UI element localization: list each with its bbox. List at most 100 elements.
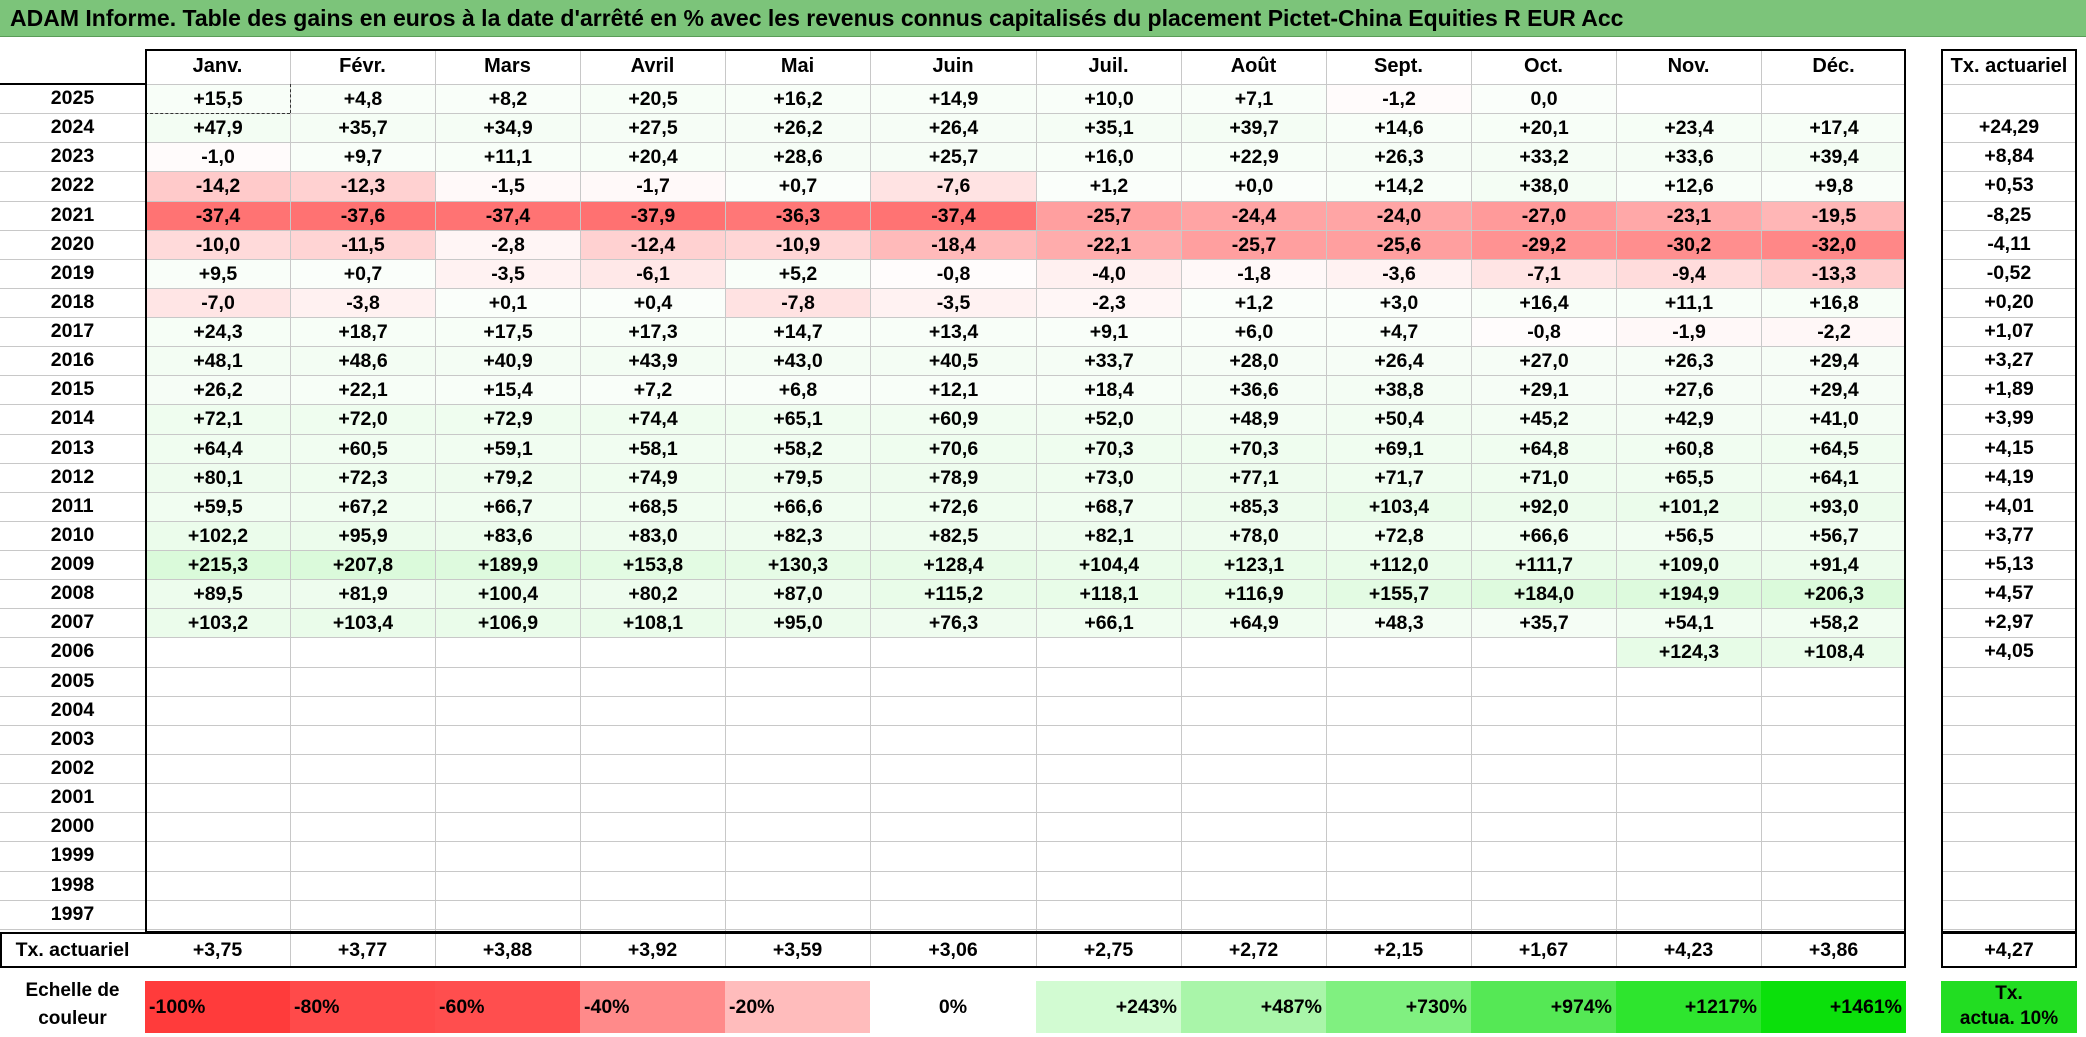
year-label: 2025 xyxy=(50,87,95,109)
grid-horizontal-line xyxy=(0,812,1906,813)
annual-scale-swatch: Tx. actua. 10% xyxy=(1941,981,2077,1033)
table-cell: +83,0 xyxy=(581,521,725,551)
table-cell: +68,7 xyxy=(1037,492,1181,521)
grid-horizontal-line xyxy=(1941,463,2077,464)
grid-horizontal-line xyxy=(0,900,1906,901)
table-cell: +80,1 xyxy=(146,463,290,492)
grid-horizontal-line xyxy=(0,608,1906,609)
table-cell xyxy=(146,872,290,900)
table-cell: +72,1 xyxy=(146,405,290,434)
color-scale-swatch: -20% xyxy=(725,981,870,1033)
table-cell: +92,0 xyxy=(1472,492,1616,521)
annual-rate-cell: +0,53 xyxy=(1984,174,2034,197)
year-label: 2003 xyxy=(50,727,95,750)
table-cell: +106,9 xyxy=(436,609,580,638)
year-label: 2007 xyxy=(50,611,95,634)
table-cell: +22,1 xyxy=(291,376,435,405)
table-cell: +70,6 xyxy=(871,434,1036,463)
table-cell: +116,9 xyxy=(1182,580,1326,609)
table-cell xyxy=(1472,726,1616,754)
table-cell: +17,3 xyxy=(581,318,725,347)
color-scale-swatch: +1217% xyxy=(1616,981,1761,1033)
grid-vertical-line xyxy=(870,49,871,968)
table-cell xyxy=(436,638,580,666)
grid-horizontal-line xyxy=(1941,84,2077,85)
header-underline xyxy=(0,83,145,85)
table-cell xyxy=(1762,726,1906,754)
grid-horizontal-line xyxy=(1941,142,2077,143)
table-cell: +95,9 xyxy=(291,521,435,551)
table-cell: +33,2 xyxy=(1472,143,1616,172)
table-cell: +29,4 xyxy=(1762,376,1906,405)
table-cell: +69,1 xyxy=(1327,434,1471,463)
grid-horizontal-line xyxy=(1941,812,2077,813)
year-label: 1999 xyxy=(50,844,95,867)
table-cell xyxy=(1182,668,1326,696)
table-cell: +29,1 xyxy=(1472,376,1616,405)
table-cell: +104,4 xyxy=(1037,551,1181,580)
table-cell: +22,9 xyxy=(1182,143,1326,172)
table-cell xyxy=(871,697,1036,725)
table-cell: +26,3 xyxy=(1327,143,1471,172)
annual-rate-cell xyxy=(1941,696,2077,725)
table-cell: +38,8 xyxy=(1327,376,1471,405)
table-cell: +3,0 xyxy=(1327,288,1471,318)
grid-horizontal-line xyxy=(0,171,1906,172)
table-cell: +26,4 xyxy=(1327,347,1471,376)
year-label: 2012 xyxy=(50,465,95,488)
grid-horizontal-line xyxy=(0,404,1906,405)
table-cell xyxy=(726,784,870,812)
table-cell: +72,8 xyxy=(1327,521,1471,551)
table-cell: +16,0 xyxy=(1037,143,1181,172)
grid-horizontal-line xyxy=(0,142,1906,143)
table-cell: -0,8 xyxy=(1472,318,1616,347)
year-label: 2000 xyxy=(50,815,95,838)
table-cell xyxy=(436,842,580,870)
table-cell: +15,4 xyxy=(436,376,580,405)
table-cell: +71,7 xyxy=(1327,463,1471,492)
table-cell: +89,5 xyxy=(146,580,290,609)
table-cell: +87,0 xyxy=(726,580,870,609)
table-cell: -1,9 xyxy=(1617,318,1761,347)
grid-horizontal-line xyxy=(0,230,1906,231)
table-cell: +68,5 xyxy=(581,492,725,521)
annual-rate-cell: +4,19 xyxy=(1984,465,2034,488)
grid-horizontal-line xyxy=(0,288,1906,289)
annual-rate-cell: +1,89 xyxy=(1984,378,2034,401)
year-label: 2015 xyxy=(50,378,95,401)
grid-horizontal-line xyxy=(0,667,1906,668)
table-cell xyxy=(436,901,580,929)
table-cell: +71,0 xyxy=(1472,463,1616,492)
table-cell xyxy=(436,784,580,812)
table-cell: +83,6 xyxy=(436,521,580,551)
table-cell: +27,6 xyxy=(1617,376,1761,405)
table-cell xyxy=(1182,901,1326,929)
grid-horizontal-line xyxy=(1941,754,2077,755)
annual-rate-cell: +3,27 xyxy=(1984,349,2034,372)
table-cell: +14,2 xyxy=(1327,172,1471,201)
annual-rate-cell xyxy=(1941,841,2077,870)
table-cell xyxy=(1182,872,1326,900)
table-cell: +155,7 xyxy=(1327,580,1471,609)
table-cell: +128,4 xyxy=(871,551,1036,580)
table-cell xyxy=(146,842,290,870)
table-cell: +78,0 xyxy=(1182,521,1326,551)
table-cell xyxy=(291,697,435,725)
table-cell xyxy=(726,755,870,783)
color-scale-swatch: -100% xyxy=(145,981,290,1033)
footer-annual-value: +4,27 xyxy=(1984,939,2034,961)
grid-horizontal-line xyxy=(1941,404,2077,405)
table-cell: +27,5 xyxy=(581,114,725,143)
table-cell xyxy=(1327,668,1471,696)
table-cell: +82,5 xyxy=(871,521,1036,551)
table-cell: +118,1 xyxy=(1037,580,1181,609)
table-cell: +5,2 xyxy=(726,259,870,288)
table-cell xyxy=(1762,842,1906,870)
footer-label: Tx. actuariel xyxy=(15,939,130,961)
table-cell: -7,1 xyxy=(1472,259,1616,288)
table-cell: +103,4 xyxy=(1327,492,1471,521)
table-cell: +184,0 xyxy=(1472,580,1616,609)
grid-horizontal-line xyxy=(1941,579,2077,580)
footer-value: +3,06 xyxy=(928,939,978,961)
year-label: 2024 xyxy=(50,116,95,139)
